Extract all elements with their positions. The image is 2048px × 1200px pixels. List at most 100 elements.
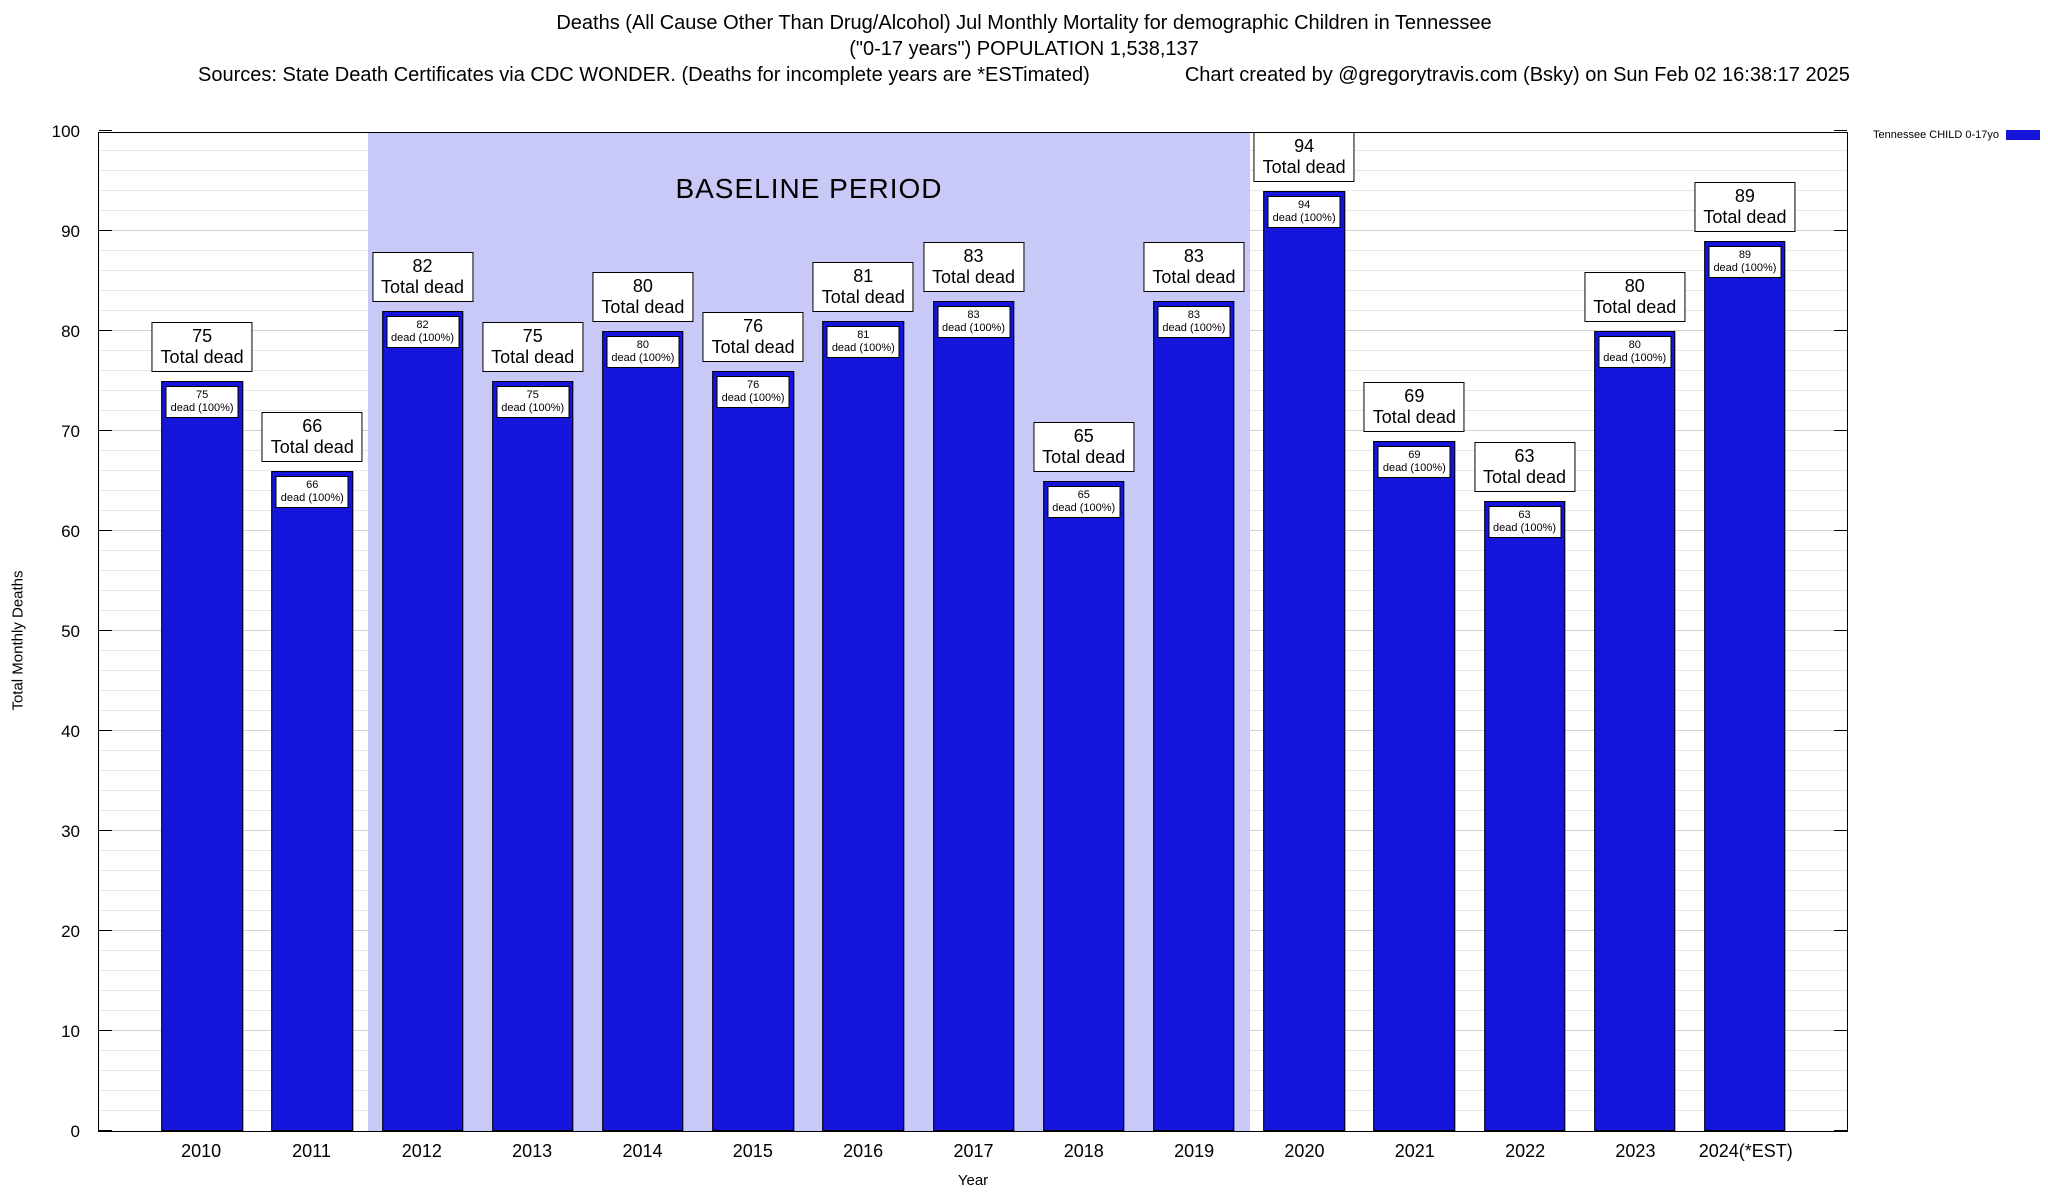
bar-sublabel-box: 63 dead (100%) [1488,506,1562,538]
bar-total-value: 76 [743,316,764,336]
bar-sublabel-suffix: dead (100%) [1052,502,1116,514]
bar-total-label-box: 80 Total dead [1584,272,1686,322]
bar-total-suffix: Total dead [931,267,1016,287]
bar-sublabel-value: 80 [636,339,650,351]
y-tick-mark [99,1030,112,1031]
bar-sublabel-suffix: dead (100%) [1272,212,1336,224]
y-tick-mark [1834,430,1847,431]
bar-sublabel-box: 76 dead (100%) [716,376,790,408]
x-axis-tick-labels: 2010 2011 2012 2013 2014 2015 2016 2017 2018 2019… [98,1141,1848,1162]
bar-sublabel-suffix: dead (100%) [1713,262,1777,274]
bar-sublabel-value: 89 [1738,249,1752,261]
y-tick-label: 50 [61,622,80,641]
bars-layer: 75 Total dead 75 dead (100%) 66 Total dead 66 d… [147,132,1800,1131]
bar-total-value: 63 [1514,446,1535,466]
bar-total-value: 80 [632,276,653,296]
bar-sublabel-value: 76 [746,379,760,391]
bar-sublabel-box: 82 dead (100%) [386,316,459,348]
y-tick-label: 30 [61,822,80,841]
y-tick-mark [1834,630,1847,631]
y-tick-mark [99,630,112,631]
x-axis-label: Year [957,1172,989,1189]
bar-total-label-box: 63 Total dead [1473,442,1576,492]
bar-total-label-box: 81 Total dead [812,262,914,312]
x-tick-label: 2017 [953,1141,994,1161]
y-tick-label: 70 [61,422,80,441]
bar-total-suffix: Total dead [160,347,244,367]
bar-total-suffix: Total dead [1703,207,1787,227]
y-tick-mark [1834,130,1847,131]
bar-sublabel-box: 66 dead (100%) [275,476,349,508]
x-tick-label: 2023 [1615,1141,1656,1161]
bar-sublabel-value: 80 [1628,339,1641,351]
bar-column: 82 Total dead 82 dead (100%) [367,133,477,1131]
bar-total-label-box: 65 Total dead [1033,422,1135,472]
bar-total-value: 94 [1294,136,1315,156]
bar-total-label-box: 76 Total dead [702,312,804,362]
bar-sublabel-suffix: dead (100%) [280,492,344,504]
y-tick-mark [1834,830,1847,831]
bar-column: 65 Total dead 65 dead (100%) [1029,133,1139,1131]
y-tick-mark [99,430,112,431]
y-tick-label: 90 [61,222,80,241]
bar-sublabel-box: 65 dead (100%) [1047,486,1121,518]
bar-total-label-box: 94 Total dead [1253,132,1355,182]
bar-column: 69 Total dead 69 dead (100%) [1359,133,1469,1131]
y-tick-mark [1834,730,1847,731]
bar-column: 75 Total dead 75 dead (100%) [147,133,257,1131]
bar-sublabel-suffix: dead (100%) [391,332,454,344]
bar-total-suffix: Total dead [1042,447,1126,467]
bar-column: 76 Total dead 76 dead (100%) [698,133,808,1131]
y-tick-mark [99,1130,112,1131]
bar-total-label-box: 89 Total dead [1694,182,1796,232]
bar-total-label-box: 83 Total dead [922,242,1025,292]
chart-title-line3: Sources: State Death Certificates via CD… [0,62,2048,88]
bar-sublabel-suffix: dead (100%) [611,352,675,364]
x-tick-label: 2016 [843,1141,884,1161]
bar-total-suffix: Total dead [491,347,575,367]
bar-total-suffix: Total dead [270,437,354,457]
bar [1704,241,1786,1131]
bar [491,381,574,1131]
bar-column: 75 Total dead 75 dead (100%) [478,133,588,1131]
x-tick-label: 2021 [1394,1141,1435,1161]
bar-total-value: 75 [522,326,543,346]
bar-sublabel-suffix: dead (100%) [721,392,785,404]
bar-total-suffix: Total dead [1152,267,1236,287]
bar-total-label-box: 83 Total dead [1143,242,1245,292]
chart-title-line2: ("0-17 years") POPULATION 1,538,137 [849,38,1199,60]
bar-column: 89 Total dead 89 dead (100%) [1690,133,1800,1131]
x-tick-label: 2024(*EST) [1698,1141,1793,1161]
x-tick-label: 2019 [1174,1141,1215,1161]
bar-total-label-box: 66 Total dead [261,412,363,462]
bar [932,301,1015,1131]
bar-column: 81 Total dead 81 dead (100%) [808,133,918,1131]
y-tick-mark [99,930,112,931]
x-tick-label: 2013 [512,1141,553,1161]
y-tick-mark [99,330,112,331]
bar [1263,191,1345,1131]
bar-total-label-box: 75 Total dead [151,322,253,372]
bar-total-suffix: Total dead [380,277,465,297]
bar [602,331,684,1131]
x-tick-label: 2020 [1284,1141,1325,1161]
bar-total-value: 65 [1073,426,1094,446]
bar-total-label-box: 80 Total dead [592,272,694,322]
y-tick-mark [1834,330,1847,331]
bar-sublabel-box: 69 dead (100%) [1377,446,1451,478]
chart-title-line1: Deaths (All Cause Other Than Drug/Alcoho… [556,12,1492,34]
bar-total-value: 83 [963,246,984,266]
x-tick-label: 2010 [181,1141,222,1161]
y-tick-label: 0 [70,1122,80,1141]
bar-total-value: 69 [1404,386,1425,406]
bar-sublabel-suffix: dead (100%) [170,402,234,414]
bar [381,311,464,1131]
bar-sublabel-suffix: dead (100%) [1603,352,1667,364]
bar-total-suffix: Total dead [1482,467,1567,487]
y-tick-label: 100 [51,122,80,141]
bar [1373,441,1456,1131]
bar [1153,301,1235,1131]
bar-sublabel-box: 80 dead (100%) [1598,336,1672,368]
legend: Tennessee CHILD 0-17yo [1873,129,2040,141]
y-tick-mark [1834,930,1847,931]
